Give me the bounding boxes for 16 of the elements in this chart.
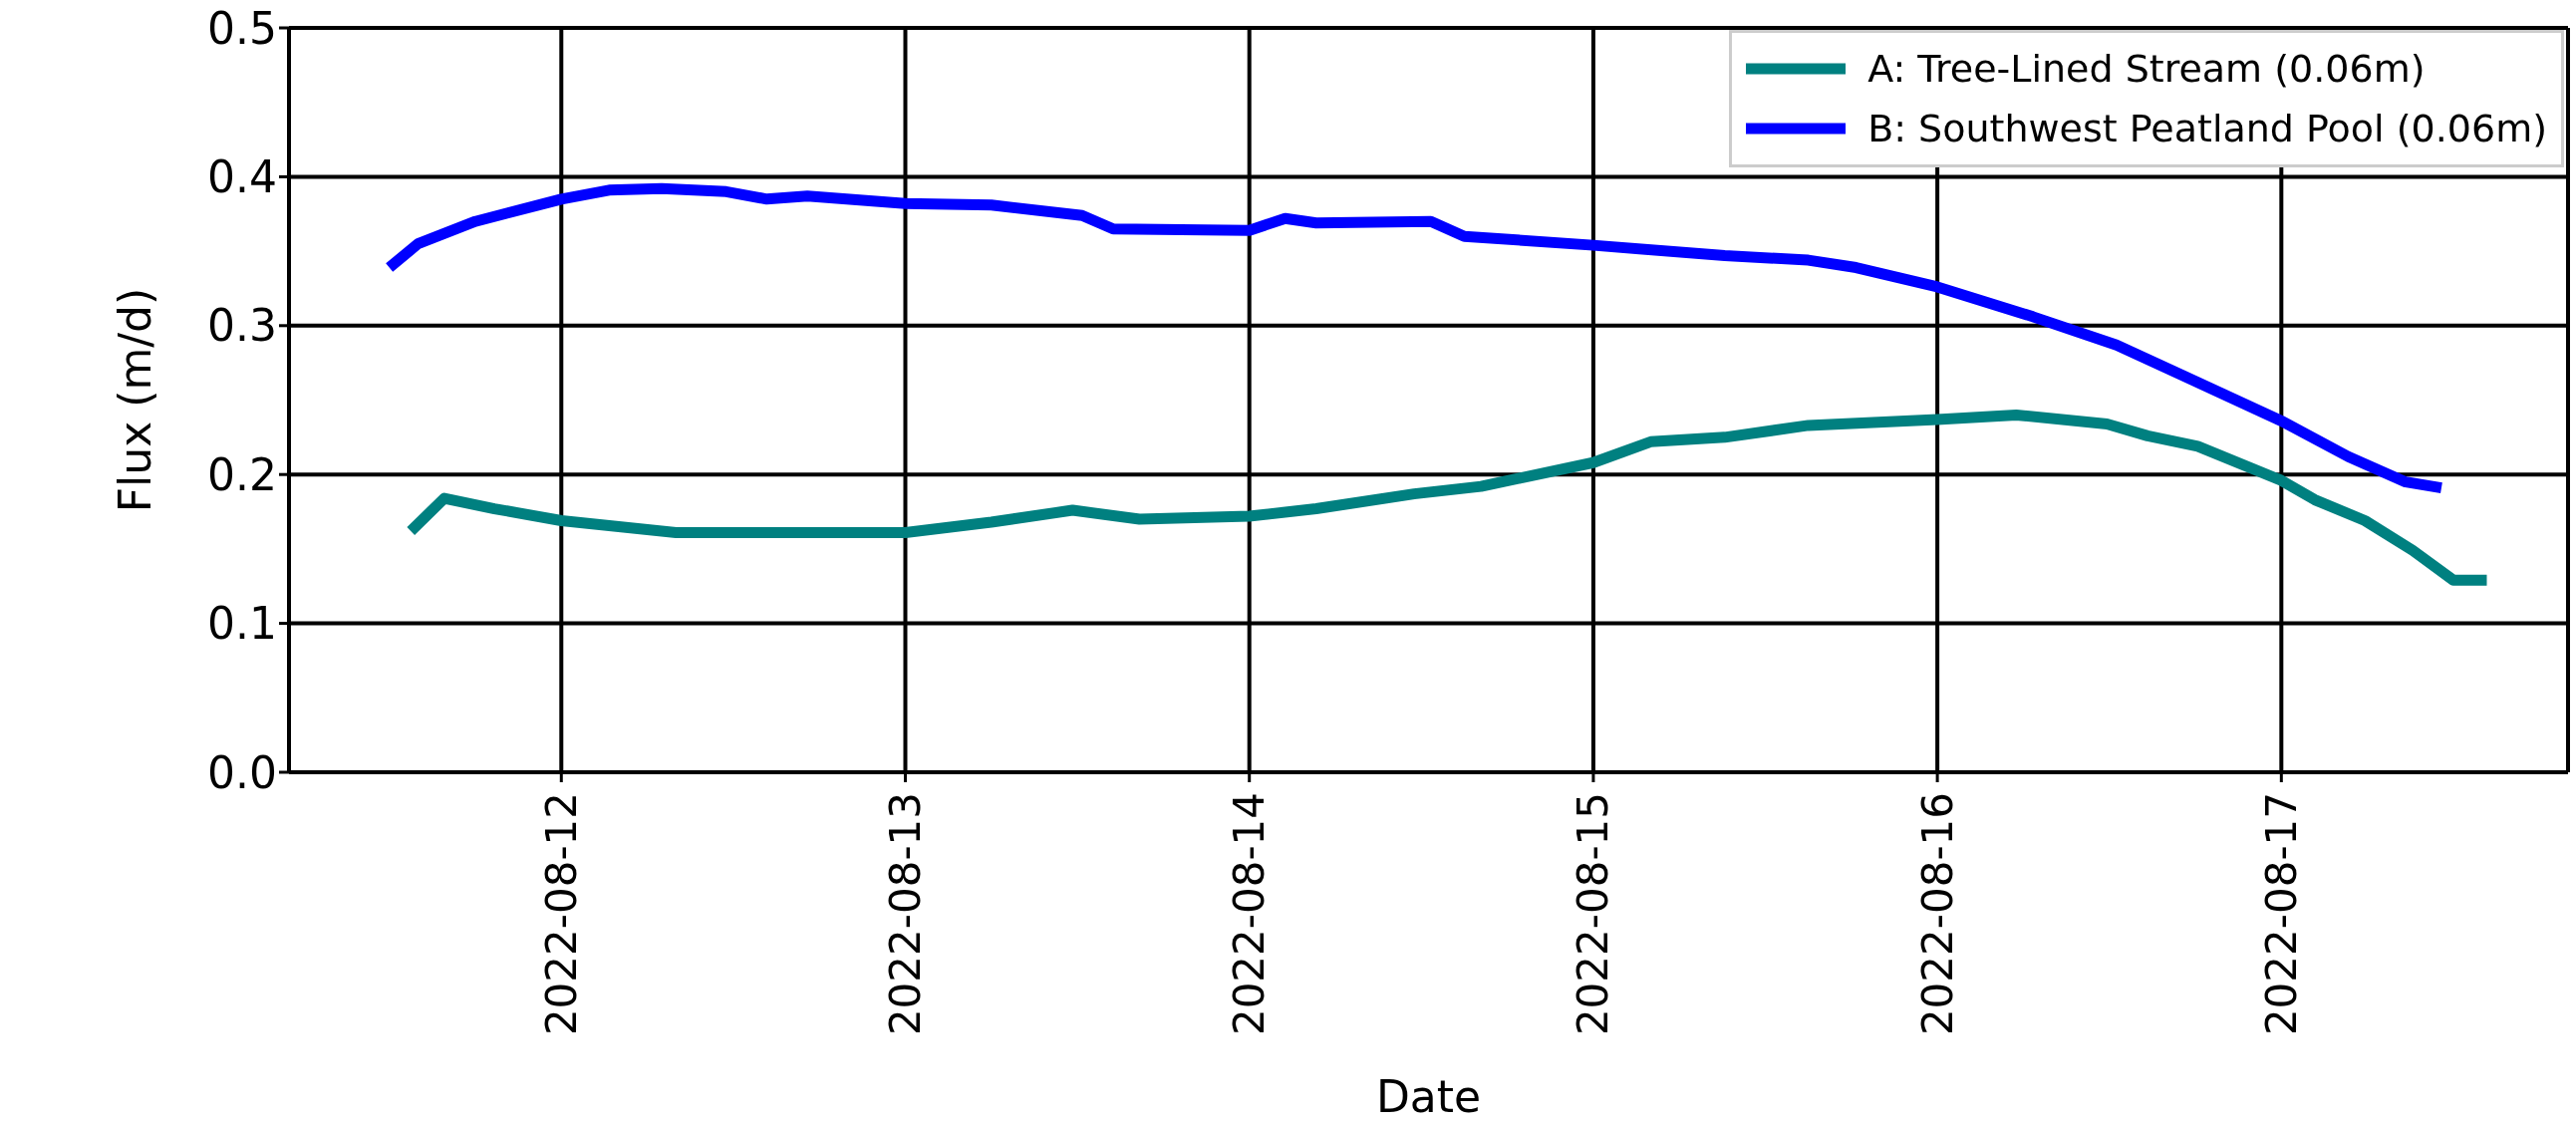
- y-tick-label: 0.1: [207, 598, 277, 650]
- y-tick-label: 0.2: [207, 448, 277, 500]
- x-tick-label: 2022-08-13: [881, 792, 930, 1036]
- x-axis-title: Date: [1375, 1071, 1482, 1122]
- y-tick-label: 0.5: [207, 2, 277, 54]
- x-tick-label: 2022-08-15: [1569, 792, 1618, 1036]
- x-tick-label: 2022-08-17: [2256, 792, 2306, 1036]
- x-tick-label: 2022-08-12: [536, 792, 586, 1036]
- y-tick-label: 0.4: [207, 151, 277, 203]
- x-tick-label: 2022-08-16: [1912, 792, 1962, 1036]
- x-tick-label: 2022-08-14: [1225, 792, 1275, 1036]
- legend-label: A: Tree-Lined Stream (0.06m): [1867, 47, 2426, 91]
- y-tick-label: 0.0: [207, 746, 277, 798]
- legend-label: B: Southwest Peatland Pool (0.06m): [1867, 107, 2547, 150]
- y-axis-title: Flux (m/d): [109, 287, 160, 513]
- y-tick-label: 0.3: [207, 300, 277, 352]
